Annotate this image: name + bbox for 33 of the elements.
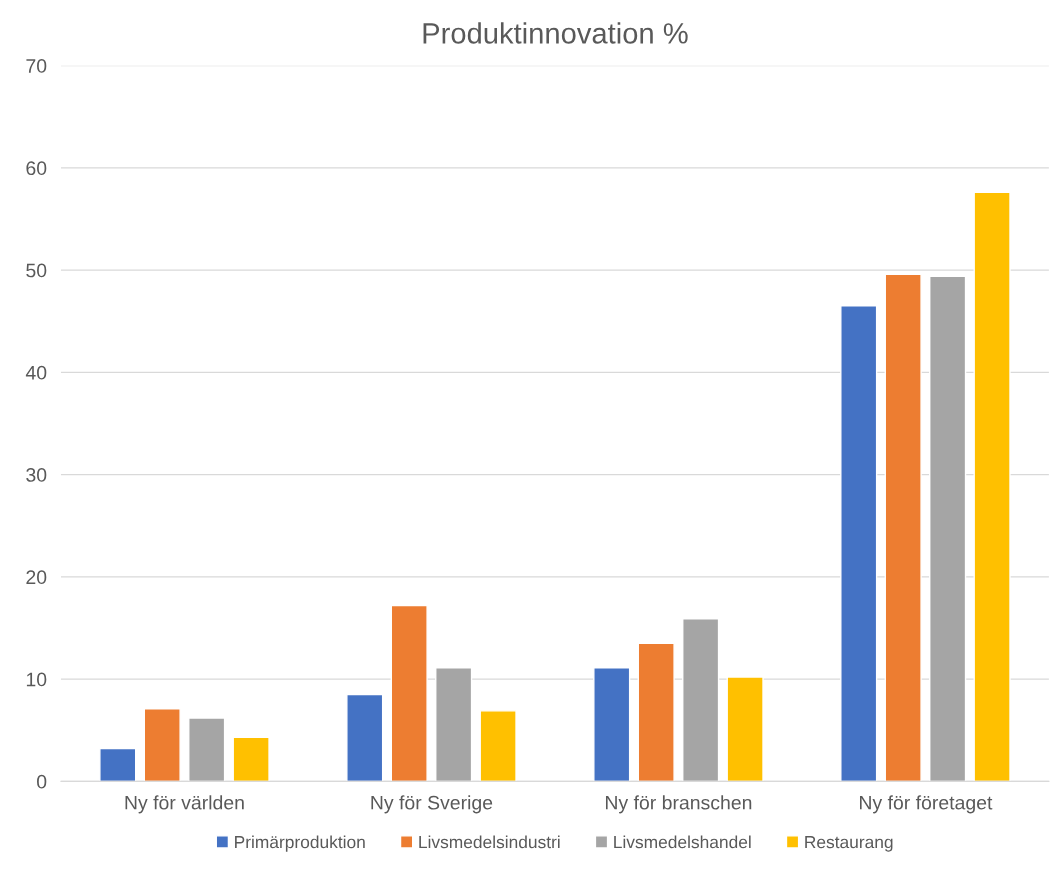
- bar: [929, 275, 967, 782]
- bar: [726, 676, 764, 782]
- bar: [188, 717, 226, 782]
- chart-title: Produktinnovation %: [423, 22, 688, 44]
- bar: [840, 305, 878, 782]
- y-tick-label: 0: [37, 774, 47, 789]
- legend-label: Restaurang: [805, 836, 893, 852]
- bar: [435, 667, 473, 782]
- x-tick-label: Ny för världen: [125, 795, 244, 814]
- x-tick-label: Ny för branschen: [605, 795, 752, 814]
- y-tick-label: 60: [26, 161, 47, 176]
- bar: [682, 618, 720, 782]
- bar: [346, 693, 384, 782]
- y-tick-label: 50: [26, 263, 47, 278]
- bar: [390, 604, 428, 782]
- y-tick-label: 10: [26, 672, 47, 687]
- bar: [637, 642, 675, 782]
- y-tick-label: 70: [26, 59, 47, 73]
- bar: [143, 708, 181, 782]
- y-tick-label: 40: [25, 365, 47, 380]
- legend-label: Primärproduktion: [235, 835, 365, 852]
- bar: [479, 710, 517, 782]
- bar: [232, 736, 270, 782]
- y-tick-label: 30: [26, 468, 47, 482]
- bar: [973, 191, 1011, 782]
- bar: [593, 667, 631, 782]
- y-tick-label: 20: [26, 570, 47, 585]
- x-tick-label: Ny för Sverige: [371, 795, 493, 814]
- legend-label: Livsmedelshandel: [614, 835, 751, 849]
- bar: [884, 273, 922, 782]
- legend-label: Livsmedelsindustri: [419, 835, 560, 849]
- bar: [99, 747, 137, 782]
- x-tick-label: Ny för företaget: [860, 795, 993, 814]
